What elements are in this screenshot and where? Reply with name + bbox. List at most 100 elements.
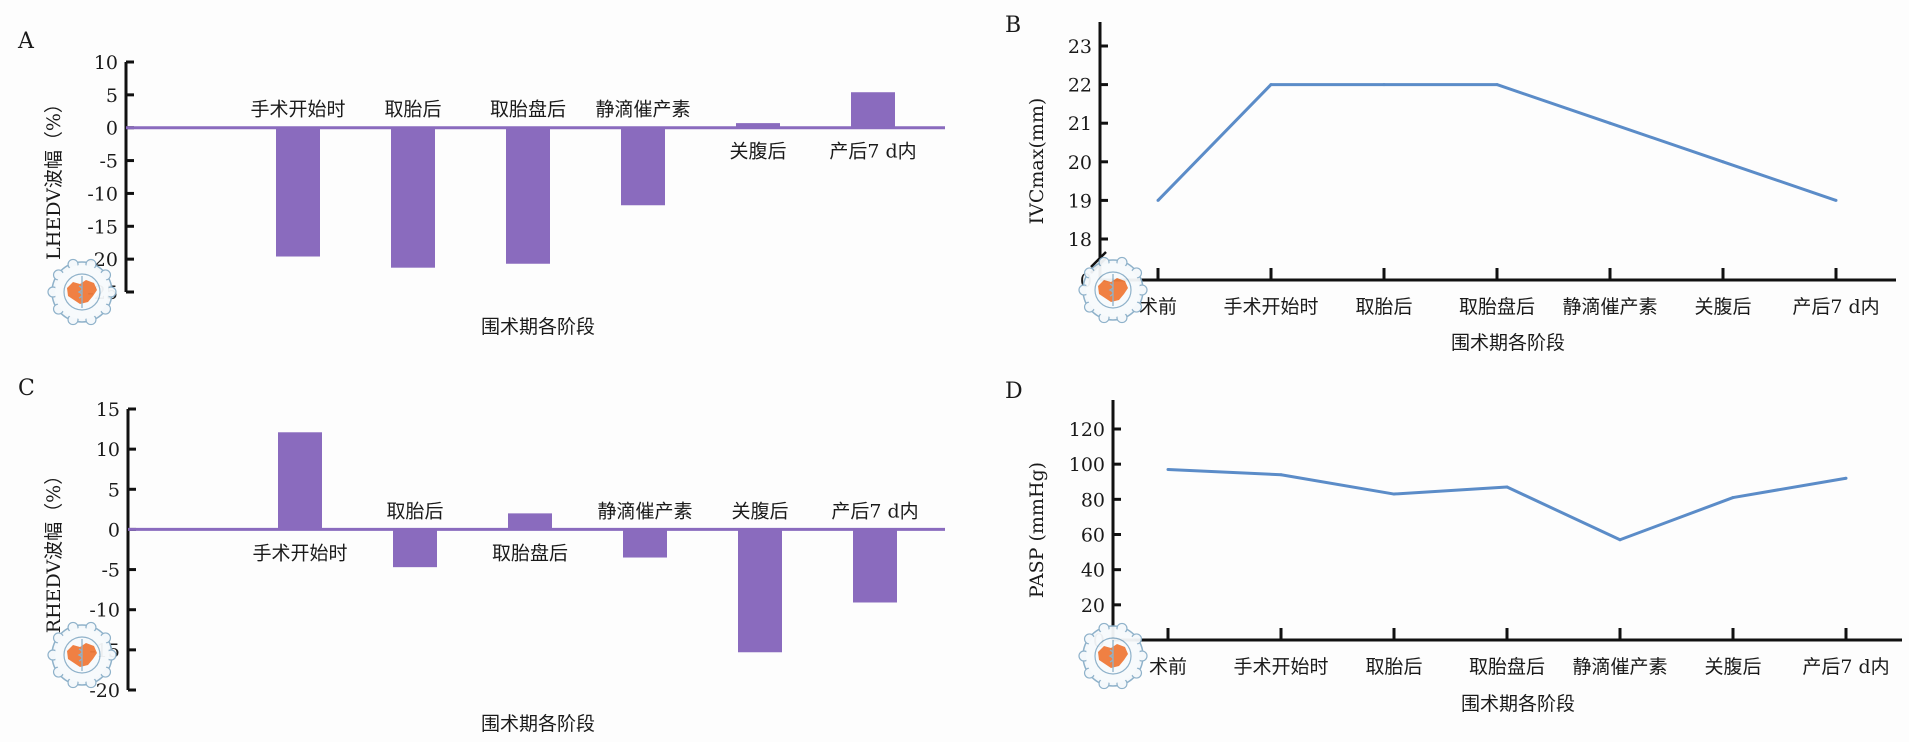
y-tick-label: 0 [106, 118, 118, 140]
data-point [1279, 473, 1283, 477]
category-label: 取胎盘后 [492, 542, 568, 564]
y-axis-title: IVCmax(mm) [1026, 98, 1048, 225]
y-tick-label: 5 [106, 85, 118, 107]
data-point [1618, 538, 1622, 542]
x-tick-label: 关腹后 [1694, 296, 1751, 318]
data-point [1505, 485, 1509, 489]
panel-label: B [1005, 13, 1021, 38]
data-line [1156, 83, 1837, 202]
logo-inner-ring [1094, 637, 1132, 675]
chart-panel-a: A1050-5-10-15-20-25手术开始时取胎后取胎盘后静滴催产素关腹后产… [17, 29, 945, 338]
x-tick-label: 手术开始时 [1233, 656, 1328, 678]
bar [738, 529, 782, 653]
x-axis-title: 围术期各阶段 [1461, 693, 1575, 715]
data-point [1721, 160, 1725, 164]
bar [506, 127, 550, 264]
logo-staff-icon [1108, 274, 1114, 306]
y-tick-label: 18 [1068, 229, 1092, 251]
logo-staff-icon [77, 276, 83, 308]
y-tick-label: 22 [1068, 75, 1092, 97]
x-tick-label: 取胎后 [1365, 656, 1422, 678]
y-tick-label: 20 [1081, 595, 1105, 617]
category-label: 取胎盘后 [490, 99, 566, 121]
logo-inner-ring [1094, 271, 1132, 309]
axis-break-mark [1090, 251, 1107, 268]
bar [391, 127, 435, 268]
x-tick-label: 关腹后 [1704, 656, 1761, 678]
y-tick-label: 40 [1081, 560, 1105, 582]
category-label: 产后7 d内 [829, 141, 916, 163]
chart-panel-b: B2322212019180术前手术开始时取胎后取胎盘后静滴催产素关腹后产后7 … [1005, 13, 1896, 354]
logo-inner-ring [63, 636, 101, 674]
data-point [1844, 476, 1848, 480]
y-tick-label: -5 [99, 151, 118, 173]
y-tick-label: 21 [1068, 113, 1092, 135]
watermark-logo-icon [1078, 622, 1148, 690]
category-label: 静滴催产素 [597, 500, 692, 522]
x-tick-label: 产后7 d内 [1792, 296, 1879, 318]
category-label: 关腹后 [731, 500, 788, 522]
y-tick-label: 100 [1069, 454, 1105, 476]
logo-staff-icon [1108, 640, 1114, 672]
watermark-logo-icon [47, 258, 117, 326]
category-label: 关腹后 [729, 141, 786, 163]
y-tick-label: -10 [87, 183, 118, 205]
y-tick-label: 60 [1081, 525, 1105, 547]
bar [736, 123, 780, 128]
y-tick-label: 5 [108, 479, 120, 501]
y-tick-label: 120 [1069, 419, 1105, 441]
bar [276, 127, 320, 257]
panel-label: A [17, 29, 35, 54]
chart-panel-c: C151050-5-10-15-20手术开始时取胎后取胎盘后静滴催产素关腹后产后… [18, 376, 945, 735]
watermark-logo-icon [1078, 256, 1148, 324]
data-point [1834, 198, 1838, 202]
logo-inner-ring [63, 273, 101, 311]
y-tick-label: 19 [1068, 190, 1092, 212]
data-point [1269, 83, 1273, 87]
category-label: 产后7 d内 [831, 500, 918, 522]
data-point [1495, 83, 1499, 87]
x-tick-label: 手术开始时 [1223, 296, 1318, 318]
y-tick-label: 23 [1068, 36, 1092, 58]
y-tick-label: 20 [1068, 152, 1092, 174]
data-point [1392, 492, 1396, 496]
y-tick-label: -5 [101, 560, 120, 582]
bar [621, 127, 665, 206]
category-label: 静滴催产素 [595, 99, 690, 121]
bar [853, 529, 897, 603]
x-axis-title: 围术期各阶段 [481, 316, 595, 338]
x-axis-title: 围术期各阶段 [481, 713, 595, 735]
y-tick-label: -20 [89, 680, 120, 702]
y-tick-label: 10 [94, 52, 118, 74]
panel-label: C [18, 376, 35, 401]
category-label: 取胎后 [384, 99, 441, 121]
y-tick-label: 80 [1081, 489, 1105, 511]
x-tick-label: 术前 [1149, 656, 1187, 678]
bar [623, 529, 667, 558]
category-label: 手术开始时 [250, 99, 345, 121]
bar [851, 92, 895, 128]
chart-panel-d: D120100806040200术前手术开始时取胎后取胎盘后静滴催产素关腹后产后… [1005, 379, 1902, 715]
x-tick-label: 术前 [1139, 296, 1177, 318]
bar [278, 432, 322, 530]
logo-staff-icon [77, 639, 83, 671]
x-tick-label: 产后7 d内 [1802, 656, 1889, 678]
panel-label: D [1005, 379, 1023, 404]
y-tick-label: 0 [108, 519, 120, 541]
category-label: 取胎后 [386, 500, 443, 522]
data-point [1166, 467, 1170, 471]
y-tick-label: 10 [96, 439, 120, 461]
data-line [1167, 467, 1847, 542]
x-axis-title: 围术期各阶段 [1451, 332, 1565, 354]
bar [393, 529, 437, 568]
data-point [1731, 496, 1735, 500]
x-tick-label: 静滴催产素 [1562, 296, 1657, 318]
bar [508, 513, 552, 530]
x-tick-label: 取胎后 [1355, 296, 1412, 318]
y-tick-label: 15 [96, 399, 120, 421]
x-tick-label: 取胎盘后 [1469, 656, 1545, 678]
data-point [1156, 198, 1160, 202]
y-tick-label: -15 [87, 216, 118, 238]
